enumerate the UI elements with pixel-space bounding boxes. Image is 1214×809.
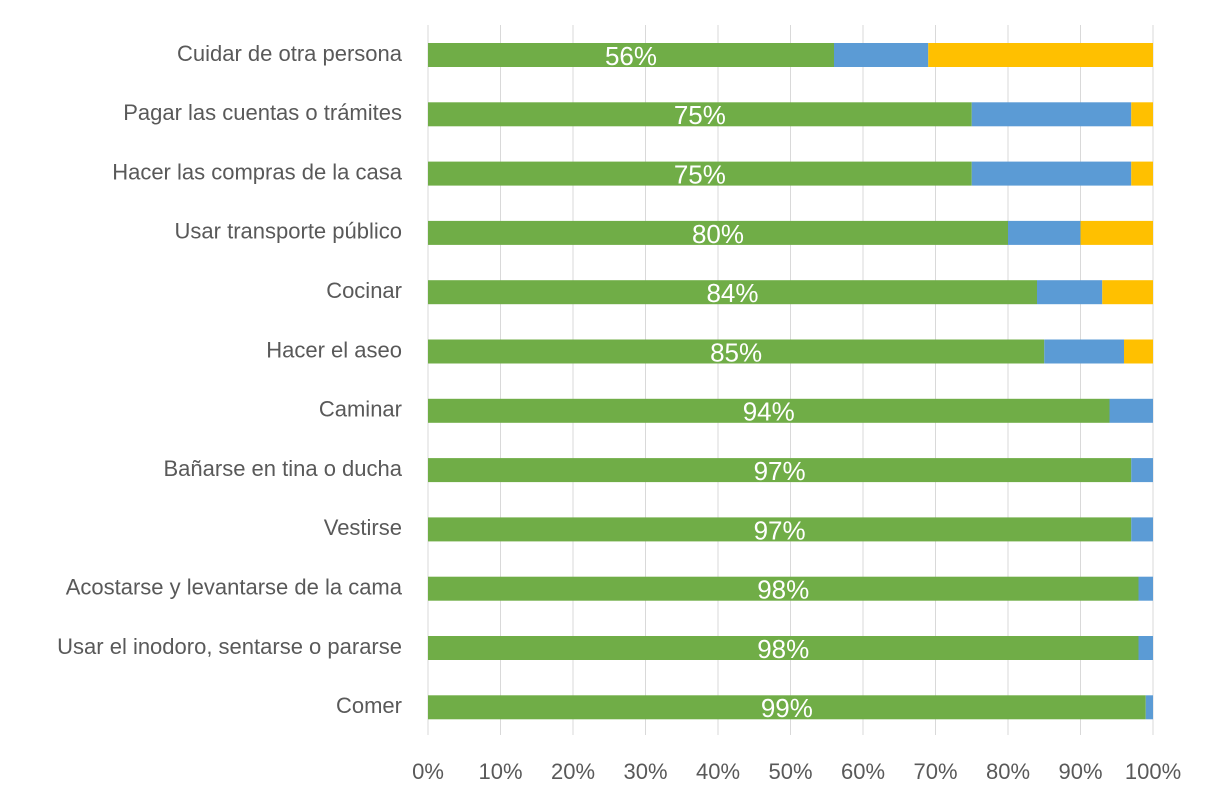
category-label: Comer [336, 693, 402, 718]
bar-segment [428, 43, 834, 67]
x-tick-label: 60% [841, 759, 885, 784]
bar-segment [1138, 576, 1153, 601]
data-label: 98% [757, 575, 809, 605]
category-label: Caminar [319, 397, 402, 422]
bar-segment [428, 339, 1045, 364]
x-tick-label: 40% [696, 759, 740, 784]
bar-segment [428, 576, 1139, 601]
category-label: Bañarse en tina o ducha [163, 456, 402, 481]
data-label: 84% [706, 278, 758, 308]
x-tick-label: 10% [478, 759, 522, 784]
bar-segment [1145, 695, 1153, 720]
bar-segment [1044, 339, 1124, 364]
bar-segment [1131, 458, 1153, 483]
bar-segment [428, 695, 1146, 720]
category-label: Hacer las compras de la casa [112, 159, 403, 184]
x-tick-label: 100% [1125, 759, 1181, 784]
category-label: Acostarse y levantarse de la cama [66, 575, 403, 600]
bar-segment [428, 161, 972, 186]
x-tick-label: 0% [412, 759, 444, 784]
bar-segment [1102, 280, 1153, 305]
bar-segment [428, 102, 972, 127]
bar-segment [1138, 636, 1153, 660]
category-label: Cocinar [326, 278, 402, 303]
category-label: Hacer el aseo [266, 337, 402, 362]
bar-segment [428, 220, 1008, 245]
x-tick-label: 70% [913, 759, 957, 784]
data-label: 56% [605, 41, 657, 71]
data-label: 98% [757, 634, 809, 664]
data-label: 75% [674, 100, 726, 130]
x-tick-label: 30% [623, 759, 667, 784]
data-label: 80% [692, 219, 744, 249]
category-label: Pagar las cuentas o trámites [123, 100, 402, 125]
category-label: Usar transporte público [175, 219, 402, 244]
bar-segment [1131, 517, 1153, 542]
category-label: Cuidar de otra persona [177, 41, 403, 66]
bar-segment [428, 398, 1110, 423]
data-label: 85% [710, 337, 762, 367]
x-tick-label: 90% [1058, 759, 1102, 784]
bar-segment [1008, 220, 1081, 245]
x-tick-label: 20% [551, 759, 595, 784]
bar-segment [1124, 339, 1153, 364]
bar-segment [428, 280, 1037, 305]
bar-segment [428, 517, 1132, 542]
data-label: 97% [754, 515, 806, 545]
bar-segment [1080, 220, 1153, 245]
data-label: 99% [761, 693, 813, 723]
x-tick-label: 50% [768, 759, 812, 784]
bar-segment [1037, 280, 1103, 305]
bar-segment [971, 102, 1132, 127]
bar-segment [428, 458, 1132, 483]
data-label: 75% [674, 159, 726, 189]
bar-segment [928, 43, 1153, 67]
bar-segment [428, 636, 1139, 660]
x-tick-label: 80% [986, 759, 1030, 784]
data-label: 97% [754, 456, 806, 486]
data-label: 94% [743, 397, 795, 427]
category-label: Vestirse [324, 515, 402, 540]
bar-segment [834, 43, 929, 67]
bar-segment [1109, 398, 1153, 423]
bar-segment [971, 161, 1132, 186]
bar-segment [1131, 102, 1153, 127]
category-label: Usar el inodoro, sentarse o pararse [57, 634, 402, 659]
bar-segment [1131, 161, 1153, 186]
